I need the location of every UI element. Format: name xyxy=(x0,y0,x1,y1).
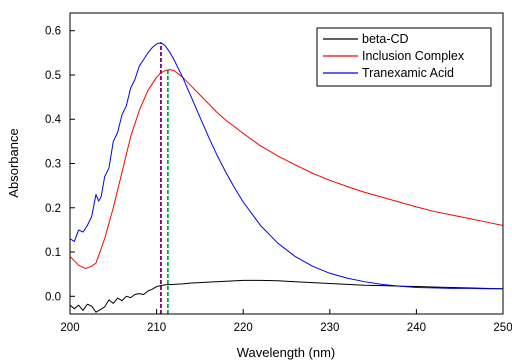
series-line-beta-cd xyxy=(69,279,504,313)
annotation-lines xyxy=(160,42,169,314)
x-tick-label-230: 230 xyxy=(320,322,339,334)
series-line-tranexamic-acid xyxy=(69,42,503,290)
series-line-inclusion-complex xyxy=(69,69,504,269)
y-tick-label-4: 0.4 xyxy=(45,114,62,126)
x-tick-label-210: 210 xyxy=(147,322,166,334)
x-tick-label-240: 240 xyxy=(407,322,426,334)
legend-box xyxy=(316,27,492,87)
legend-label-tranexamic-acid: Tranexamic Acid xyxy=(362,66,454,80)
y-tick-label-2: 0.2 xyxy=(45,203,61,215)
y-tick-label-6: 0.6 xyxy=(45,26,61,38)
x-tick-label-250: 250 xyxy=(493,322,512,334)
legend: beta-CD Inclusion Complex Tranexamic Aci… xyxy=(316,27,492,87)
legend-label-inclusion-complex: Inclusion Complex xyxy=(362,49,465,63)
x-tick-label-200: 200 xyxy=(60,322,79,334)
axis-ticks: 200 210 220 230 240 250 0.0 0.1 0.2 0.3 0.4 0.5 0.6 xyxy=(45,26,512,334)
y-tick-label-0: 0.0 xyxy=(45,291,61,303)
x-tick-label-220: 220 xyxy=(234,322,253,334)
series-lines xyxy=(69,42,504,313)
y-axis-label: Absorbance xyxy=(6,128,21,197)
y-tick-label-3: 0.3 xyxy=(45,159,61,171)
y-tick-label-1: 0.1 xyxy=(45,247,61,259)
legend-label-beta-cd: beta-CD xyxy=(362,32,409,46)
y-tick-label-5: 0.5 xyxy=(45,70,61,82)
x-axis-label: Wavelength (nm) xyxy=(237,345,336,360)
